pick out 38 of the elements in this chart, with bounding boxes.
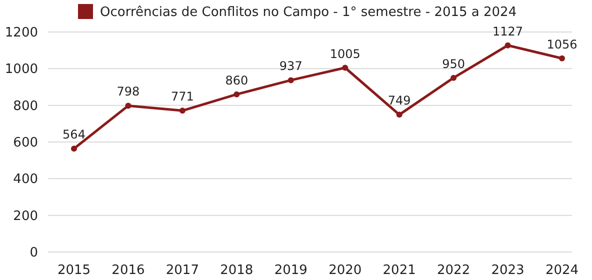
- point: [234, 91, 240, 98]
- y-tick-label: 200: [13, 208, 38, 224]
- x-tick-label: 2019: [274, 263, 308, 278]
- y-tick-label: 800: [13, 98, 38, 114]
- y-tick-label: 1000: [4, 62, 38, 78]
- legend-label: Ocorrências de Conflitos no Campo - 1° semestre - 2015 a 2024: [100, 5, 517, 20]
- point: [125, 102, 132, 109]
- point: [179, 108, 186, 114]
- data-label: 1005: [330, 46, 360, 61]
- point: [559, 55, 565, 62]
- data-label: 1127: [492, 24, 524, 38]
- data-label: 937: [279, 59, 302, 74]
- point: [450, 74, 457, 81]
- point: [288, 77, 294, 84]
- point: [71, 146, 77, 152]
- y-tick-label: 1200: [4, 26, 38, 41]
- data-label: 749: [388, 94, 411, 108]
- y-tick-label: 600: [13, 136, 38, 151]
- data-label: 771: [170, 90, 194, 104]
- point: [396, 112, 402, 118]
- y-tick-label: 0: [30, 246, 38, 261]
- data-label: 1056: [546, 37, 578, 52]
- data-label: 860: [225, 73, 248, 88]
- x-tick-label: 2017: [166, 263, 199, 278]
- data-label: 950: [442, 56, 466, 71]
- x-tick-label: 2020: [328, 263, 362, 278]
- x-tick-label: 2023: [491, 263, 524, 278]
- x-tick-label: 2022: [437, 263, 470, 278]
- x-tick-label: 2015: [57, 263, 91, 278]
- x-tick-label: 2021: [382, 263, 416, 278]
- data-label: 798: [116, 84, 140, 99]
- x-tick-label: 2018: [220, 263, 254, 278]
- x-tick-label: 2016: [112, 263, 145, 278]
- y-tick-label: 400: [13, 172, 38, 188]
- data-label: 564: [62, 128, 86, 142]
- x-tick-label: 2024: [545, 263, 579, 278]
- point: [504, 42, 511, 48]
- point: [342, 64, 348, 71]
